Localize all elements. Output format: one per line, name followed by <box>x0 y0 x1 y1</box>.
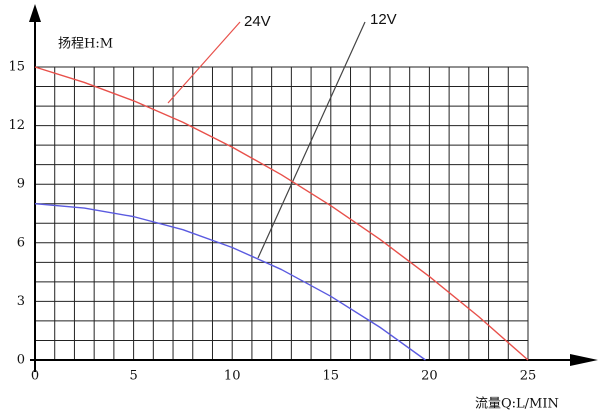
y-tick-label: 12 <box>8 118 25 133</box>
y-tick-label: 3 <box>17 294 25 309</box>
y-tick-label: 15 <box>8 60 25 75</box>
annotation: 24V <box>244 13 271 30</box>
x-axis-label: 流量Q:L/MIN <box>475 397 559 412</box>
grid <box>34 66 529 361</box>
y-arrow <box>29 4 41 22</box>
y-tick-label: 9 <box>17 177 25 192</box>
x-tick-label: 25 <box>520 369 537 384</box>
leader-24v <box>167 21 241 104</box>
curve <box>34 203 426 361</box>
y-axis-label: 扬程H:M <box>58 37 113 52</box>
curve <box>34 66 529 361</box>
x-tick-label: 5 <box>129 369 137 384</box>
y-tick-label: 0 <box>17 353 25 368</box>
x-arrow <box>570 354 598 366</box>
x-tick-label: 15 <box>323 369 340 384</box>
leader-12v <box>257 21 366 259</box>
annotation: 12V <box>370 11 397 28</box>
x-tick-label: 20 <box>421 369 438 384</box>
y-tick-label: 6 <box>17 235 25 250</box>
x-tick-label: 0 <box>31 369 39 384</box>
x-tick-label: 10 <box>224 369 241 384</box>
